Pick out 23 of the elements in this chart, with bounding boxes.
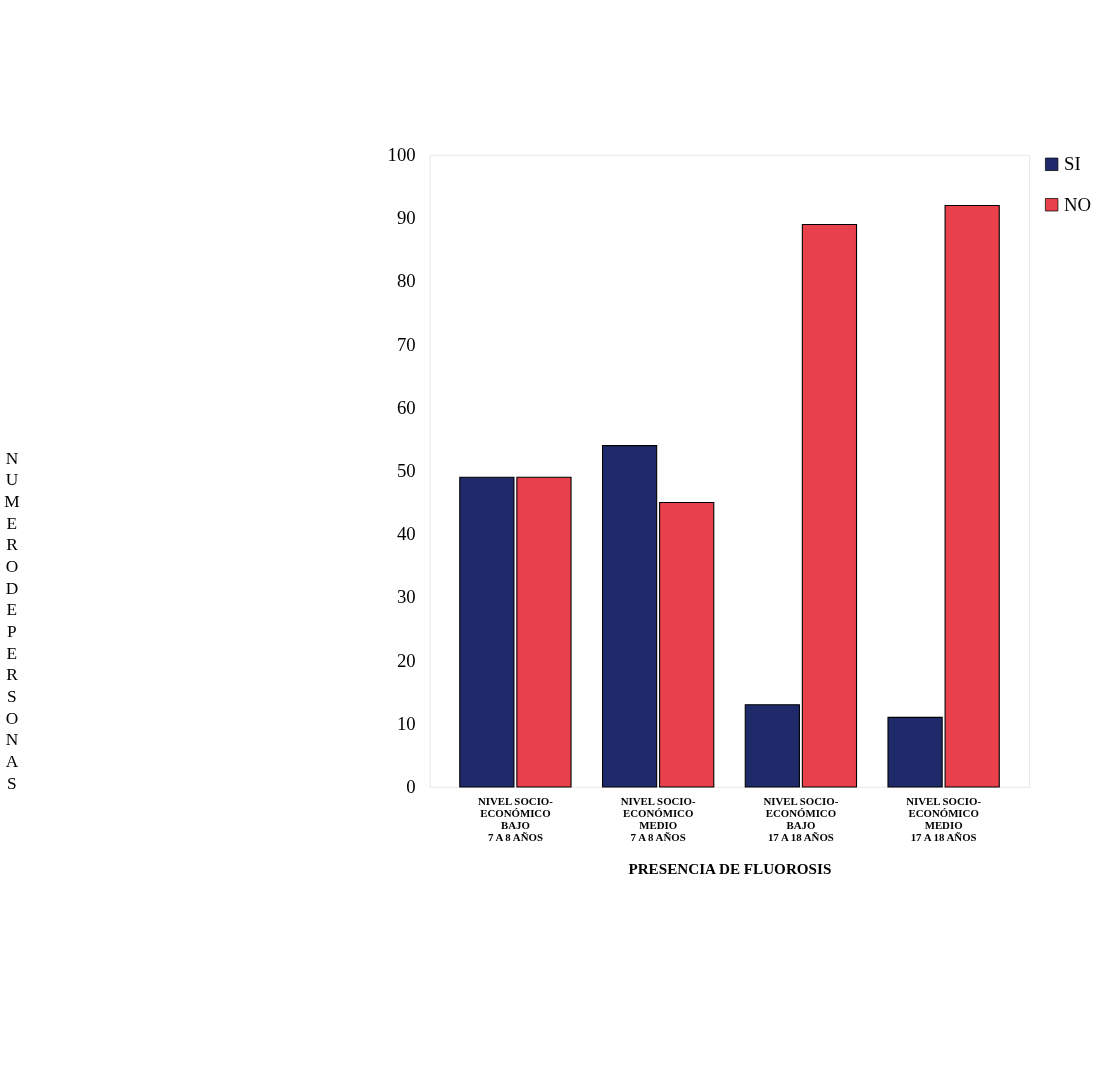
y-tick-label: 0 bbox=[406, 776, 416, 798]
bar bbox=[659, 501, 715, 788]
legend-label: SI bbox=[1063, 153, 1081, 175]
legend-label: NO bbox=[1063, 193, 1092, 215]
x-tick-label: NIVEL SOCIO- ECONÓMICO BAJO 17 A 18 AÑOS bbox=[763, 794, 839, 844]
y-tick-label: 90 bbox=[396, 207, 416, 229]
y-tick-label: 60 bbox=[396, 396, 416, 418]
y-tick-label: 10 bbox=[396, 712, 416, 734]
y-tick-label: 20 bbox=[396, 649, 416, 671]
y-tick-label: 80 bbox=[396, 270, 416, 292]
y-tick-label: 30 bbox=[396, 586, 416, 608]
bar bbox=[744, 704, 800, 788]
text: NUMERO DE PERSONAS bbox=[4, 448, 20, 793]
x-tick-label: NIVEL SOCIO- ECONÓMICO MEDIO 17 A 18 AÑOS bbox=[906, 794, 982, 844]
bar bbox=[801, 223, 858, 788]
x-tick-label: NIVEL SOCIO- ECONÓMICO MEDIO 7 A 8 AÑOS bbox=[620, 794, 696, 844]
y-tick-label: 100 bbox=[387, 144, 416, 166]
x-tick-label: NIVEL SOCIO- ECONÓMICO BAJO 7 A 8 AÑOS bbox=[477, 794, 554, 844]
y-tick-label: 40 bbox=[396, 523, 416, 545]
x-axis-title: PRESENCIA DE FLUOROSIS bbox=[628, 859, 832, 877]
y-tick-label: 70 bbox=[396, 333, 416, 355]
y-tick-label: 50 bbox=[396, 460, 416, 482]
bar bbox=[601, 445, 658, 788]
